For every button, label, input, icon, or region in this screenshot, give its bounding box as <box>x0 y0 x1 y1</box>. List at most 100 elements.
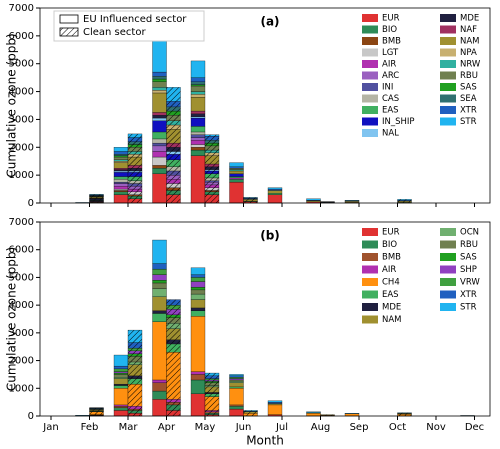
bar-segment <box>229 381 244 383</box>
hatch <box>166 129 181 144</box>
x-tick-label: Sep <box>350 422 369 433</box>
legend-swatch <box>362 48 378 57</box>
legend-label: MDE <box>382 303 401 313</box>
bar-segment <box>152 87 167 91</box>
hatch <box>243 411 258 414</box>
hatch <box>89 199 104 200</box>
bar-segment <box>152 131 167 140</box>
hatch <box>205 382 219 386</box>
hatch <box>128 348 142 351</box>
hatch <box>166 166 181 171</box>
hatch <box>128 154 142 158</box>
bar-segment <box>113 385 129 389</box>
y-tick-label: 3000 <box>9 328 34 339</box>
bar-segment <box>152 71 167 77</box>
bar-segment <box>190 310 206 317</box>
hatch <box>166 314 181 318</box>
legend-swatch <box>362 117 378 126</box>
bar-segment <box>152 165 167 169</box>
y-axis-label: Cumulative ozone (ppb) <box>5 247 19 391</box>
hatch <box>205 191 219 195</box>
bar-segment <box>152 168 167 174</box>
bar-segment <box>229 404 244 407</box>
hatch <box>166 328 181 340</box>
legend-swatch <box>362 14 378 22</box>
legend-label: CH4 <box>382 278 400 288</box>
hatch <box>205 413 219 415</box>
bar-segment <box>190 274 206 278</box>
legend-swatch <box>362 240 378 249</box>
legend-swatch <box>362 303 378 311</box>
bar-segment <box>113 162 129 169</box>
y-tick-label: 4000 <box>9 300 34 311</box>
legend-swatch <box>59 14 79 24</box>
legend-label: SAS <box>460 253 477 263</box>
hatch <box>128 133 142 138</box>
bar-segment <box>152 151 167 158</box>
bar-segment <box>190 94 206 98</box>
hatch <box>166 402 181 405</box>
bar-segment <box>190 293 206 300</box>
hatch <box>243 411 258 412</box>
bar-segment <box>229 170 244 174</box>
legend-label: AIR <box>382 265 396 275</box>
hatch <box>205 155 219 164</box>
hatch <box>243 201 258 202</box>
bar-segment <box>152 156 167 166</box>
bar-segment <box>267 187 283 190</box>
bar-segment <box>344 413 360 414</box>
bar-segment <box>229 173 244 177</box>
hatch <box>397 413 412 415</box>
bar-segment <box>152 280 167 284</box>
legend-label: NPA <box>460 48 477 58</box>
bar-segment <box>152 379 167 383</box>
bar-segment <box>113 383 129 386</box>
legend-swatch <box>362 228 378 236</box>
hatch <box>166 339 181 344</box>
bar-segment <box>267 400 283 403</box>
bar-segment <box>229 379 244 382</box>
hatch <box>205 184 219 188</box>
hatch <box>243 413 258 416</box>
hatch <box>89 202 104 203</box>
bar-segment <box>229 169 244 172</box>
legend-swatch <box>440 60 456 68</box>
bar-segment <box>190 281 206 288</box>
bar-segment <box>190 393 206 417</box>
bar-segment <box>190 267 206 275</box>
hatch <box>128 147 142 152</box>
hatch <box>397 199 412 201</box>
hatch <box>128 144 142 148</box>
hatch <box>205 164 219 167</box>
bar-segment <box>152 282 167 289</box>
bar-segment <box>152 399 167 417</box>
legend-label: EAS <box>382 106 399 116</box>
hatch <box>128 364 142 376</box>
bar-segment <box>113 371 129 374</box>
hatch <box>128 356 142 362</box>
legend-swatch <box>362 94 378 103</box>
legend-swatch <box>362 25 378 34</box>
bar-segment <box>113 368 129 372</box>
hatch <box>166 125 181 130</box>
hatch <box>128 342 142 349</box>
legend-swatch <box>440 253 456 261</box>
hatch <box>128 189 142 192</box>
legend-label: CAS <box>382 94 399 104</box>
legend-label: RBU <box>460 240 478 250</box>
y-tick-label: 1000 <box>9 170 34 181</box>
legend-swatch <box>440 290 456 299</box>
legend-swatch <box>362 106 378 114</box>
bar-segment <box>229 406 244 410</box>
bar-segment <box>113 172 129 177</box>
bar-segment <box>190 374 206 381</box>
bar-segment <box>113 181 129 184</box>
y-tick-label: 2000 <box>9 142 34 153</box>
bar-segment <box>190 117 206 127</box>
hatch <box>128 170 142 173</box>
hatch <box>128 378 142 385</box>
legend-label: NAM <box>460 37 480 47</box>
y-tick-label: 1000 <box>9 383 34 394</box>
bar-segment <box>229 181 244 204</box>
hatch <box>205 136 219 141</box>
